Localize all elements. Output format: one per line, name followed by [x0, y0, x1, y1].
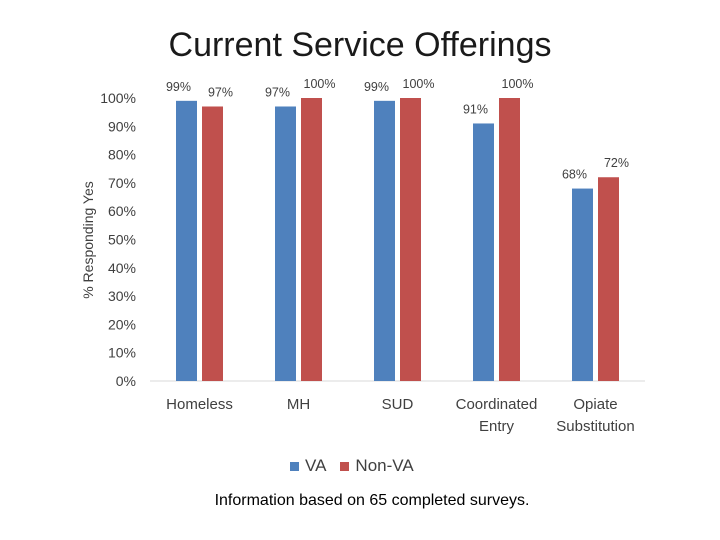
bar-non-va [400, 98, 421, 381]
y-tick-label: 50% [108, 232, 136, 248]
y-tick-label: 10% [108, 345, 136, 361]
y-tick-label: 90% [108, 118, 136, 134]
data-label: 99% [364, 80, 389, 94]
legend-item-va: VA [290, 456, 326, 476]
y-tick-label: 60% [108, 203, 136, 219]
y-tick-label: 70% [108, 175, 136, 191]
y-tick-label: 40% [108, 260, 136, 276]
bar-va [473, 123, 494, 381]
data-label: 97% [208, 85, 233, 99]
bar-non-va [301, 98, 322, 381]
legend-swatch-non-va [340, 461, 350, 471]
data-label: 97% [265, 85, 290, 99]
data-label: 100% [304, 77, 336, 91]
y-tick-label: 100% [100, 90, 136, 106]
bar-chart: % Responding Yes 0% 10% 20% 30% 40% 50% 60% 70% 8… [80, 77, 645, 435]
x-category-label: MH [287, 396, 310, 413]
data-label: 68% [562, 168, 587, 182]
x-category-label: Opiate [573, 396, 617, 413]
bar-non-va [499, 98, 520, 381]
data-label: 100% [502, 77, 534, 91]
bar-va [572, 188, 593, 381]
x-category-label: Homeless [166, 396, 233, 413]
data-label: 72% [604, 156, 629, 170]
y-tick-label: 20% [108, 316, 136, 332]
y-tick-label: 0% [116, 373, 136, 389]
footnote: Information based on 65 completed survey… [214, 492, 530, 509]
x-category-label: Substitution [556, 418, 634, 435]
data-label: 91% [463, 102, 488, 116]
y-tick-label: 80% [108, 147, 136, 163]
x-category-label: SUD [382, 396, 414, 413]
data-label: 100% [403, 77, 435, 91]
y-tick-label: 30% [108, 288, 136, 304]
bar-non-va [598, 177, 619, 381]
bar-va [374, 100, 395, 381]
bar-non-va [202, 106, 223, 382]
x-category-label: Entry [479, 418, 515, 435]
legend: VA Non-VA [290, 456, 428, 476]
legend-label-non-va: Non-VA [355, 456, 414, 475]
x-category-label: Coordinated [456, 396, 538, 413]
legend-swatch-va [290, 461, 299, 471]
chart-title: Current Service Offerings [168, 26, 552, 64]
y-axis-title: % Responding Yes [80, 181, 96, 299]
legend-item-non-va: Non-VA [340, 456, 414, 476]
legend-label-va: VA [305, 456, 327, 475]
data-label: 99% [166, 80, 191, 94]
bar-va [275, 106, 296, 382]
bar-va [176, 100, 197, 381]
